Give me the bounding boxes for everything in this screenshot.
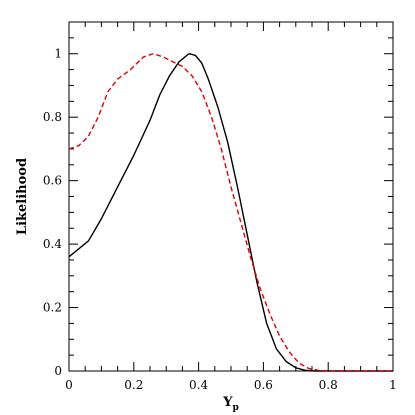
y-tick-label: 0.2 — [43, 301, 62, 315]
axis-ticks — [68, 21, 394, 372]
plot-frame — [68, 21, 394, 372]
x-axis-label-main: Y — [222, 395, 233, 410]
y-axis-label: Likelihood — [15, 158, 30, 235]
series-lines — [68, 53, 393, 372]
x-tick-label: 0 — [65, 378, 73, 392]
y-tick-label: 0.4 — [43, 237, 62, 251]
y-tick-label: 0.8 — [43, 110, 62, 124]
x-tick-label: 0.4 — [189, 378, 208, 392]
x-axis-label: Yp — [222, 395, 239, 413]
solid-likelihood-curve — [68, 53, 393, 372]
tick-labels: 0 0.2 0.4 0.6 0.8 1 0 0.2 0.4 0.6 0.8 1 — [43, 47, 397, 392]
x-tick-label: 0.8 — [319, 378, 338, 392]
x-tick-label: 1 — [389, 378, 397, 392]
y-tick-label: 0 — [54, 364, 62, 378]
dashed-likelihood-curve — [68, 53, 393, 372]
x-tick-label: 0.6 — [254, 378, 273, 392]
x-axis-label-subscript: p — [232, 403, 238, 413]
x-tick-label: 0.2 — [124, 378, 143, 392]
y-tick-label: 0.6 — [43, 174, 62, 188]
y-tick-label: 1 — [54, 47, 62, 61]
